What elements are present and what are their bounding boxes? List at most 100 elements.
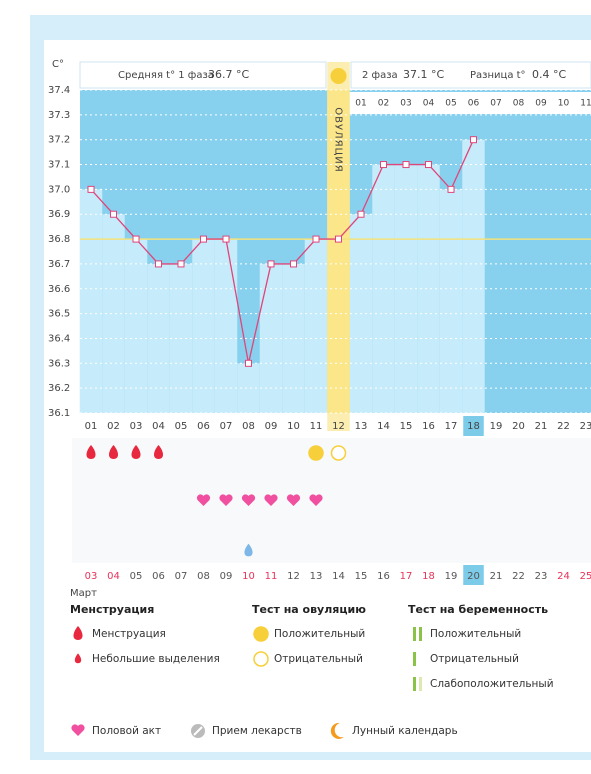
phase2-box — [350, 61, 591, 89]
calendar-date: 05 — [130, 571, 143, 582]
medication-mark — [244, 543, 253, 557]
phase2-day: 09 — [535, 99, 547, 109]
legend-icon — [413, 652, 416, 666]
x-tick-label: 08 — [242, 421, 255, 432]
y-tick-label: 36.8 — [48, 234, 70, 245]
y-tick-label: 36.3 — [48, 358, 70, 369]
legend-icon — [330, 722, 344, 739]
today-date-cell — [463, 565, 484, 585]
calendar-date: 20 — [467, 571, 480, 582]
phase2-day: 08 — [513, 99, 525, 109]
calendar-date: 22 — [512, 571, 525, 582]
phase2-day: 06 — [468, 99, 480, 109]
calendar-date: 07 — [175, 571, 188, 582]
temperature-point — [177, 260, 185, 268]
legend-icon — [74, 653, 82, 664]
y-tick-label: 36.5 — [48, 309, 70, 320]
calendar-date: 19 — [445, 571, 458, 582]
x-tick-label: 13 — [355, 421, 368, 432]
legend-title: Тест на овуляцию — [252, 603, 366, 616]
calendar-date: 08 — [197, 571, 210, 582]
day-column — [462, 139, 485, 413]
calendar-date: 12 — [287, 571, 300, 582]
legend-icon — [419, 627, 422, 641]
temperature-point — [222, 235, 230, 243]
menstruation-mark — [154, 445, 163, 459]
day-column — [79, 189, 103, 413]
temperature-point — [245, 359, 252, 367]
ovulation-test-mark — [330, 445, 347, 461]
x-tick-label: 23 — [580, 421, 591, 432]
x-tick-label: 22 — [557, 421, 570, 432]
day-column — [124, 239, 148, 413]
calendar-date: 11 — [265, 571, 278, 582]
x-tick-label: 14 — [377, 421, 390, 432]
ovulation-dot — [330, 68, 347, 84]
legend-item: Положительный — [274, 628, 365, 640]
x-tick-label: 02 — [107, 421, 120, 432]
temperature-point — [470, 136, 477, 144]
temperature-point — [87, 185, 95, 193]
y-tick-label: 37.1 — [48, 160, 70, 171]
temperature-point — [267, 260, 275, 268]
phase2-day: 04 — [423, 99, 435, 109]
phase1-value: 36.7 °C — [208, 68, 249, 81]
calendar-date: 03 — [85, 571, 98, 582]
calendar-date: 17 — [400, 571, 413, 582]
x-tick-label: 05 — [175, 421, 188, 432]
x-tick-label: 20 — [512, 421, 525, 432]
x-tick-label: 06 — [197, 421, 210, 432]
day-column — [192, 239, 215, 413]
calendar-date: 14 — [332, 571, 345, 582]
calendar-date: 21 — [490, 571, 503, 582]
x-tick-label: 07 — [220, 421, 233, 432]
menstruation-mark — [109, 445, 118, 459]
y-tick-label: 36.7 — [48, 259, 70, 270]
y-tick-label: 36.6 — [48, 284, 70, 295]
legend-item: Лунный календарь — [352, 725, 458, 737]
x-tick-label: 15 — [400, 421, 413, 432]
legend-icon — [253, 626, 269, 642]
day-column — [304, 239, 328, 413]
legend-item: Менструация — [92, 628, 166, 640]
menstruation-mark — [131, 445, 141, 459]
phase2-row — [349, 92, 591, 114]
calendar-date: 23 — [535, 571, 548, 582]
x-tick-label: 12 — [332, 421, 345, 432]
phase2-day: 01 — [355, 99, 366, 109]
day-column — [282, 263, 305, 413]
phase1-label: Средняя t° 1 фаза — [118, 70, 214, 81]
legend-item: Отрицательный — [274, 653, 363, 665]
x-tick-label: 09 — [265, 421, 278, 432]
calendar-date: 04 — [107, 571, 120, 582]
phase2-day: 03 — [400, 99, 411, 109]
legend-item: Небольшие выделения — [92, 653, 220, 665]
day-column — [372, 164, 395, 413]
temperature-point — [132, 235, 140, 243]
ovulation-label: ОВУЛЯЦИЯ — [333, 107, 344, 173]
calendar-date: 15 — [355, 571, 368, 582]
phase2-day: 05 — [445, 99, 456, 109]
x-tick-label: 04 — [152, 421, 165, 432]
temperature-line — [90, 139, 475, 364]
legend-icon — [193, 726, 203, 736]
x-tick-label: 11 — [310, 421, 323, 432]
y-tick-label: 37.3 — [48, 110, 70, 121]
y-tick-label: 37.0 — [48, 184, 70, 195]
temperature-point — [357, 210, 365, 218]
y-tick-label: 36.2 — [48, 383, 70, 394]
legend-icon — [71, 724, 85, 736]
temperature-point — [290, 260, 297, 268]
day-column — [237, 363, 260, 413]
today-cell — [463, 416, 484, 436]
calendar-date: 10 — [242, 571, 255, 582]
temperature-point — [402, 161, 410, 169]
x-tick-label: 03 — [130, 421, 143, 432]
phase2-day: 10 — [558, 99, 570, 109]
temperature-point — [335, 235, 342, 243]
temperature-point — [447, 185, 455, 193]
y-tick-label: 36.4 — [48, 333, 70, 344]
day-column — [214, 239, 238, 413]
calendar-date: 06 — [152, 571, 165, 582]
